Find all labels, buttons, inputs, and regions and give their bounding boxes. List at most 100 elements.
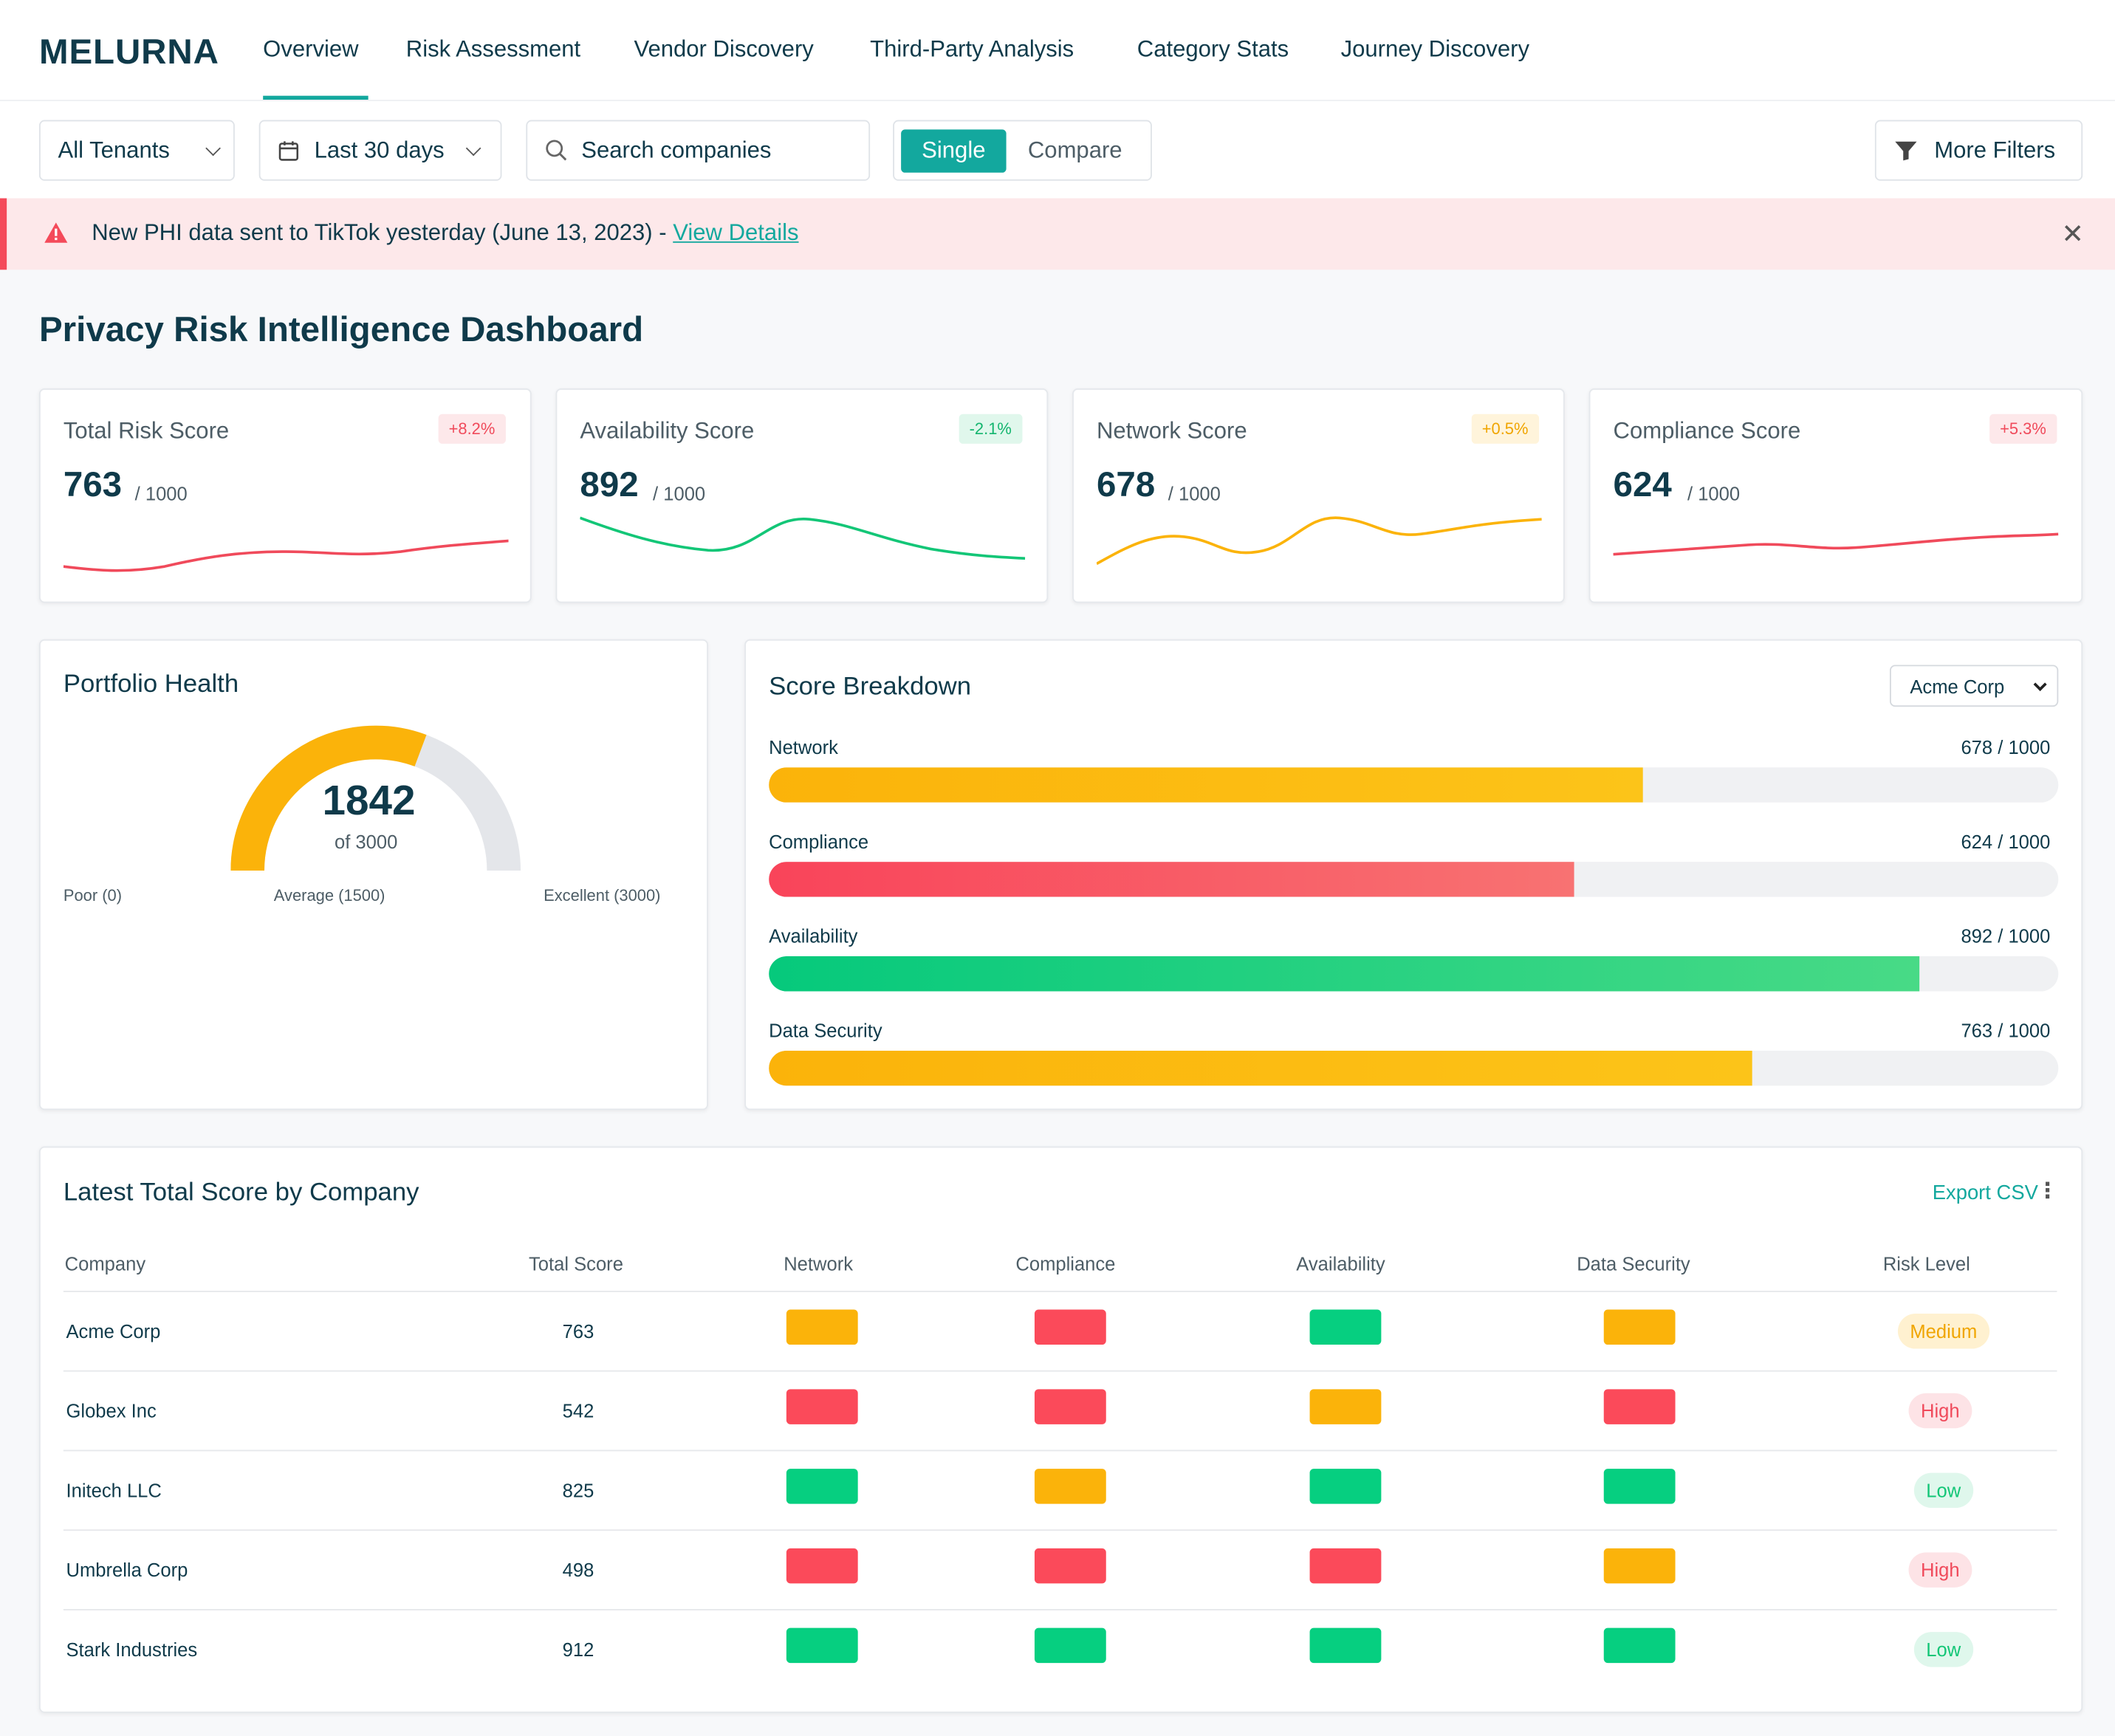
date-range-value: Last 30 days <box>314 137 445 163</box>
total-score: 542 <box>562 1399 594 1422</box>
breakdown-bar-network <box>769 767 1643 803</box>
breakdown-label: Availability <box>769 925 858 947</box>
nav-vendor-discovery[interactable]: Vendor Discovery <box>634 36 814 63</box>
nav-risk-assessment[interactable]: Risk Assessment <box>405 36 581 63</box>
kpi-change-badge: +8.2% <box>437 414 506 444</box>
kpi-label: Total Risk Score <box>63 418 230 444</box>
company-select-value: Acme Corp <box>1910 675 2005 697</box>
risk-level-badge: High <box>1908 1393 1972 1429</box>
nav-third-party-analysis[interactable]: Third-Party Analysis <box>870 36 1074 63</box>
breakdown-label: Data Security <box>769 1019 882 1042</box>
portfolio-max: of 3000 <box>334 831 398 853</box>
company-name: Globex Inc <box>66 1399 157 1422</box>
security-status-swatch <box>1603 1548 1676 1584</box>
kpi-label: Network Score <box>1096 418 1247 444</box>
view-details-link[interactable]: View Details <box>673 219 799 246</box>
compliance-status-swatch <box>1034 1469 1106 1504</box>
column-header: Availability <box>1296 1252 1385 1275</box>
portfolio-score: 1842 <box>322 777 416 825</box>
risk-level-badge: High <box>1908 1552 1972 1588</box>
filter-icon <box>1895 140 1917 160</box>
nav-journey-discovery[interactable]: Journey Discovery <box>1340 36 1529 63</box>
close-icon[interactable]: ✕ <box>2061 219 2084 250</box>
network-status-swatch <box>786 1389 858 1424</box>
breakdown-bar-track <box>769 767 2059 803</box>
kpi-card-network: Network Score +0.5% 678 / 1000 <box>1072 388 1565 603</box>
filter-bar: All Tenants Last 30 days Search companie… <box>0 100 2115 199</box>
compliance-status-swatch <box>1034 1548 1106 1584</box>
kpi-card-availability: Availability Score -2.1% 892 / 1000 <box>555 388 1049 603</box>
breakdown-label: Compliance <box>769 831 869 853</box>
chevron-down-icon <box>2033 677 2047 692</box>
risk-level-badge: Medium <box>1897 1314 1989 1349</box>
export-csv-button[interactable]: Export CSV <box>1932 1181 2038 1205</box>
total-score: 763 <box>562 1320 594 1342</box>
breakdown-bar-compliance <box>769 862 1574 897</box>
more-filters-button[interactable]: More Filters <box>1874 120 2083 181</box>
alert-message: New PHI data sent to TikTok yesterday (J… <box>92 220 798 247</box>
top-nav: MELURNA Overview Risk Assessment Vendor … <box>0 0 2115 100</box>
chevron-down-icon <box>465 140 481 157</box>
column-header: Compliance <box>1015 1252 1116 1275</box>
search-input[interactable]: Search companies <box>526 120 871 181</box>
table-divider <box>63 1529 2057 1531</box>
score-breakdown-card: Score Breakdown Acme Corp Network 678 / … <box>744 639 2083 1111</box>
kpi-sparkline <box>1096 516 1542 566</box>
search-placeholder: Search companies <box>581 137 772 163</box>
breakdown-bar-track <box>769 862 2059 897</box>
kpi-change-badge: +5.3% <box>1989 414 2057 444</box>
table-title: Latest Total Score by Company <box>63 1179 419 1207</box>
kpi-card-total-risk: Total Risk Score +8.2% 763 / 1000 <box>38 388 532 603</box>
company-select[interactable]: Acme Corp <box>1889 665 2059 707</box>
table-divider <box>63 1370 2057 1372</box>
company-name: Stark Industries <box>66 1639 198 1661</box>
kpi-sparkline <box>63 539 509 572</box>
security-status-swatch <box>1603 1469 1676 1504</box>
kpi-label: Availability Score <box>580 418 755 444</box>
date-range-select[interactable]: Last 30 days <box>258 120 502 181</box>
table-divider <box>63 1449 2057 1452</box>
column-header: Company <box>64 1252 146 1275</box>
nav-overview[interactable]: Overview <box>263 36 369 100</box>
kpi-value: 624 <box>1613 464 1672 505</box>
column-header: Network <box>784 1252 854 1275</box>
availability-status-swatch <box>1309 1469 1382 1504</box>
more-options-icon[interactable]: ⋮ <box>2037 1180 2059 1204</box>
score-breakdown-title: Score Breakdown <box>769 673 972 701</box>
gauge-label-excellent: Excellent (3000) <box>544 886 661 905</box>
column-header: Total Score <box>529 1252 623 1275</box>
table-divider <box>63 1290 2057 1292</box>
tenant-select[interactable]: All Tenants <box>38 120 235 181</box>
risk-level-badge: Low <box>1913 1472 1973 1509</box>
nav-category-stats[interactable]: Category Stats <box>1137 36 1289 63</box>
company-name: Acme Corp <box>66 1320 161 1342</box>
kpi-unit: / 1000 <box>1687 482 1741 505</box>
kpi-sparkline <box>1613 532 2059 556</box>
kpi-sparkline <box>580 516 1026 560</box>
compliance-status-swatch <box>1034 1389 1106 1424</box>
kpi-card-compliance: Compliance Score +5.3% 624 / 1000 <box>1588 388 2083 603</box>
risk-level-badge: Low <box>1913 1632 1973 1667</box>
chevron-down-icon <box>205 140 221 157</box>
gauge-label-poor: Poor (0) <box>63 886 123 905</box>
breakdown-label: Network <box>769 736 838 758</box>
compliance-status-swatch <box>1034 1309 1106 1345</box>
network-status-swatch <box>786 1548 858 1584</box>
security-status-swatch <box>1603 1309 1676 1345</box>
breakdown-value: 678 / 1000 <box>1961 736 2051 758</box>
mode-compare-button[interactable]: Compare <box>1027 137 1122 164</box>
total-score: 912 <box>562 1639 594 1661</box>
kpi-value: 763 <box>63 464 123 505</box>
gauge-label-average: Average (1500) <box>273 886 385 905</box>
security-status-swatch <box>1603 1627 1676 1664</box>
portfolio-gauge <box>230 725 521 871</box>
warning-icon <box>44 222 68 243</box>
availability-status-swatch <box>1309 1548 1382 1584</box>
breakdown-bar-track <box>769 956 2059 992</box>
kpi-value: 678 <box>1096 464 1156 505</box>
breakdown-bar-data-security <box>769 1050 1753 1086</box>
logo: MELURNA <box>38 31 219 72</box>
mode-single-button[interactable]: Single <box>901 129 1007 173</box>
search-icon <box>546 140 567 161</box>
